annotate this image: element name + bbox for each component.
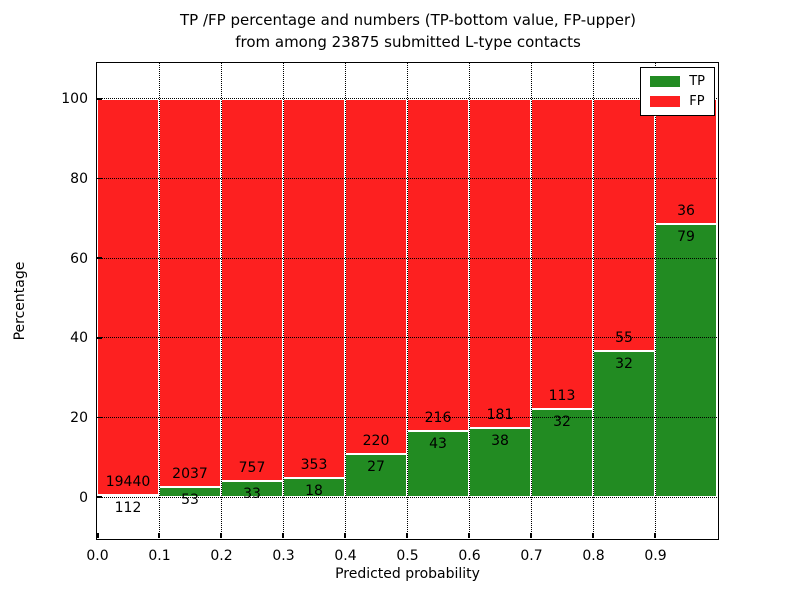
x-tick-label: 0.8 xyxy=(582,548,605,564)
bar-fp-segment xyxy=(593,98,655,351)
y-tick-mark xyxy=(97,98,102,100)
y-tick-label: 0 xyxy=(79,489,88,506)
gridline-vertical xyxy=(220,63,222,538)
bar-fp-segment xyxy=(283,98,345,478)
tp-count-label: 112 xyxy=(114,499,142,516)
x-tick-mark xyxy=(158,533,160,538)
legend-swatch-fp xyxy=(650,96,681,107)
x-tick-mark xyxy=(97,533,99,538)
x-tick-label: 0.0 xyxy=(86,548,109,564)
fp-count-label: 2037 xyxy=(172,466,208,483)
fp-count-label: 19440 xyxy=(105,473,151,490)
gridline-vertical xyxy=(406,63,408,538)
bar-tp-segment xyxy=(407,431,469,498)
y-tick-label: 60 xyxy=(70,250,88,267)
x-tick-mark xyxy=(468,533,470,538)
x-tick-label: 0.9 xyxy=(644,548,667,564)
x-tick-label: 0.2 xyxy=(210,548,233,564)
legend-swatch-tp xyxy=(650,76,681,87)
chart-title: TP /FP percentage and numbers (TP-bottom… xyxy=(96,9,720,53)
x-tick-label: 0.3 xyxy=(272,548,295,564)
y-tick-mark xyxy=(97,337,102,339)
bar-fp-segment xyxy=(159,98,221,488)
tp-count-label: 53 xyxy=(181,492,199,509)
y-tick-mark xyxy=(97,416,102,419)
bar-fp-segment xyxy=(221,98,283,481)
fp-count-label: 36 xyxy=(677,202,695,219)
x-tick-mark xyxy=(220,533,222,538)
tp-count-label: 32 xyxy=(553,414,571,431)
tp-count-label: 38 xyxy=(491,433,509,450)
fp-count-label: 220 xyxy=(362,432,390,449)
x-tick-label: 0.5 xyxy=(396,548,419,564)
bar-tp-segment xyxy=(531,409,593,498)
chart-title-line1: TP /FP percentage and numbers (TP-bottom… xyxy=(180,11,636,29)
x-tick-mark xyxy=(406,533,408,538)
tp-count-label: 18 xyxy=(305,482,323,499)
chart-title-line2: from among 23875 submitted L-type contac… xyxy=(235,33,581,51)
tp-count-label: 79 xyxy=(677,228,695,245)
tp-count-label: 32 xyxy=(615,355,633,372)
y-tick-label: 40 xyxy=(70,330,88,347)
gridline-vertical xyxy=(282,63,284,538)
legend-item-fp: FP xyxy=(650,95,705,108)
gridline-vertical xyxy=(530,63,532,538)
y-tick-mark xyxy=(97,257,102,259)
tp-count-label: 43 xyxy=(429,436,447,453)
fp-count-label: 757 xyxy=(238,459,266,476)
tp-count-label: 33 xyxy=(243,485,261,502)
tp-count-label: 27 xyxy=(367,458,385,475)
bar-fp-segment xyxy=(97,98,159,495)
y-tick-mark xyxy=(97,496,102,498)
y-tick-label: 100 xyxy=(61,91,88,108)
fp-count-label: 353 xyxy=(300,456,328,473)
bar-tp-segment xyxy=(593,350,655,498)
legend: TP FP xyxy=(640,67,715,116)
legend-item-tp: TP xyxy=(650,75,705,88)
legend-label-fp: FP xyxy=(689,94,705,109)
x-tick-label: 0.1 xyxy=(148,548,171,564)
bar-fp-segment xyxy=(655,98,717,224)
y-tick-label: 20 xyxy=(70,410,88,426)
gridline-vertical xyxy=(468,63,470,538)
fp-count-label: 113 xyxy=(548,388,576,405)
y-tick-label: 80 xyxy=(70,171,88,187)
gridline-vertical xyxy=(344,63,346,538)
bar-fp-segment xyxy=(531,98,593,410)
plot-area: 19440 112 2037 53 757 33 353 18 220 27 216 43 181 38 1… xyxy=(96,62,719,540)
gridline-vertical xyxy=(654,63,656,538)
x-tick-mark xyxy=(530,533,532,538)
legend-label-tp: TP xyxy=(689,74,705,89)
x-tick-mark xyxy=(282,533,284,538)
x-tick-label: 0.7 xyxy=(520,548,543,564)
x-tick-mark xyxy=(344,533,346,538)
x-tick-label: 0.6 xyxy=(458,548,481,564)
bar-fp-segment xyxy=(345,98,407,454)
gridline-vertical xyxy=(158,63,160,538)
x-axis-label: Predicted probability xyxy=(335,566,480,582)
bar-fp-segment xyxy=(407,98,469,432)
gridline-vertical xyxy=(592,63,594,538)
x-tick-mark xyxy=(654,533,656,538)
x-tick-label: 0.4 xyxy=(334,548,357,564)
fp-count-label: 181 xyxy=(486,407,514,424)
y-tick-mark xyxy=(97,177,102,180)
fp-count-label: 216 xyxy=(424,410,452,427)
fp-count-label: 55 xyxy=(615,329,633,346)
y-axis-label: Percentage xyxy=(12,261,28,341)
x-tick-mark xyxy=(592,533,594,538)
bar-fp-segment xyxy=(469,98,531,429)
bar-tp-segment xyxy=(655,223,717,498)
